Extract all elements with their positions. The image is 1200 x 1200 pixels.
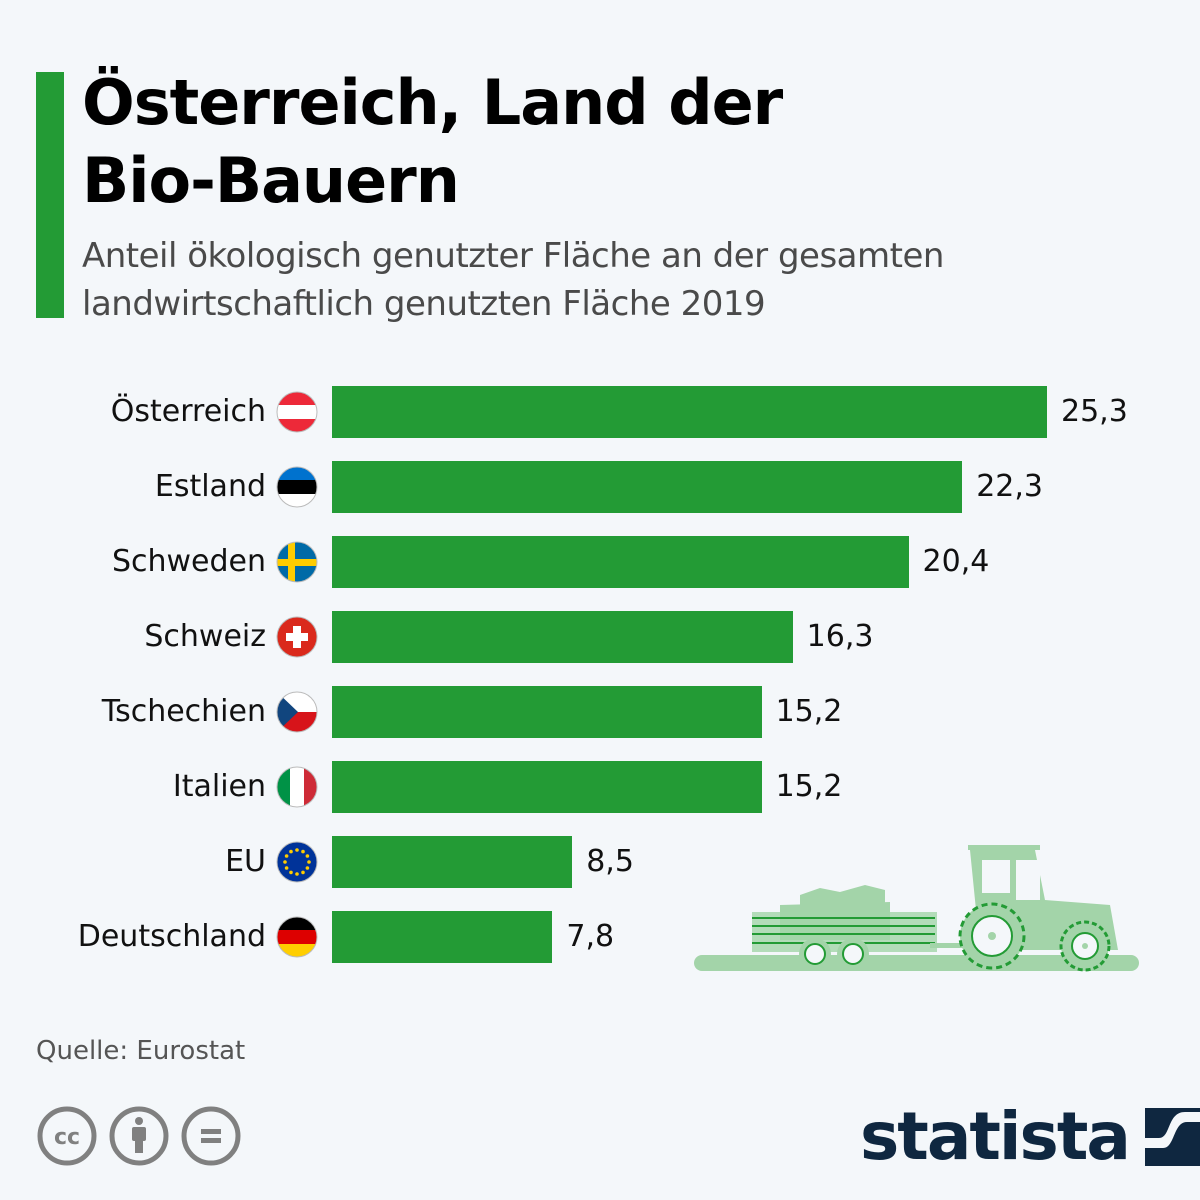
subtitle-line-2: landwirtschaftlich genutzten Fläche 2019 — [82, 284, 766, 324]
italy-flag-icon — [276, 766, 318, 808]
sweden-flag-icon — [276, 541, 318, 583]
category-label: Estland — [154, 469, 266, 504]
attribution-icon[interactable] — [108, 1105, 170, 1167]
no-derivatives-icon[interactable] — [180, 1105, 242, 1167]
bar — [332, 536, 909, 588]
value-label: 16,3 — [806, 619, 874, 654]
bar — [332, 386, 1047, 438]
category-label: Italien — [172, 769, 266, 804]
bar-chart: Österreich 25,3 Estland 22,3 Schweden 20,4 Sch… — [77, 386, 1128, 963]
brand-name: statista — [860, 1098, 1131, 1175]
value-label: 25,3 — [1061, 394, 1128, 429]
chart-title: Österreich, Land der Bio-Bauern — [82, 64, 1082, 220]
estonia-flag-icon — [276, 466, 318, 508]
bar — [332, 761, 762, 813]
eu-flag-icon — [276, 841, 318, 883]
subtitle-line-1: Anteil ökologisch genutzter Fläche an de… — [82, 236, 944, 276]
category-label: Schweiz — [144, 619, 266, 654]
germany-flag-icon — [276, 916, 318, 958]
czechia-flag-icon — [276, 691, 318, 733]
license-icons: cc — [36, 1105, 242, 1167]
statista-logo-icon — [1144, 1107, 1200, 1166]
title-line-2: Bio-Bauern — [82, 144, 460, 217]
category-label: Tschechien — [101, 694, 266, 729]
category-label: EU — [225, 844, 266, 879]
category-label: Österreich — [110, 394, 266, 429]
value-label: 22,3 — [976, 469, 1043, 504]
accent-bar — [36, 72, 64, 318]
cc-icon[interactable]: cc — [36, 1105, 98, 1167]
svg-text:cc: cc — [54, 1125, 80, 1150]
category-label: Deutschland — [77, 919, 266, 954]
source-note: Quelle: Eurostat — [36, 1036, 246, 1066]
value-label: 15,2 — [775, 694, 843, 729]
value-label: 15,2 — [775, 769, 843, 804]
bar — [332, 461, 963, 513]
value-label: 20,4 — [922, 544, 990, 579]
chart-subtitle: Anteil ökologisch genutzter Fläche an de… — [82, 232, 1142, 328]
austria-flag-icon — [276, 391, 318, 433]
value-label: 8,5 — [586, 844, 634, 879]
category-label: Schweden — [111, 544, 266, 579]
title-line-1: Österreich, Land der — [82, 66, 783, 139]
statista-logo[interactable]: statista — [860, 1098, 1200, 1175]
tractor-illustration — [694, 845, 1139, 972]
bar — [332, 836, 573, 888]
bar — [332, 611, 793, 663]
switzerland-flag-icon — [276, 616, 318, 658]
value-label: 7,8 — [566, 919, 615, 954]
bar — [332, 686, 762, 738]
bar — [332, 911, 553, 963]
